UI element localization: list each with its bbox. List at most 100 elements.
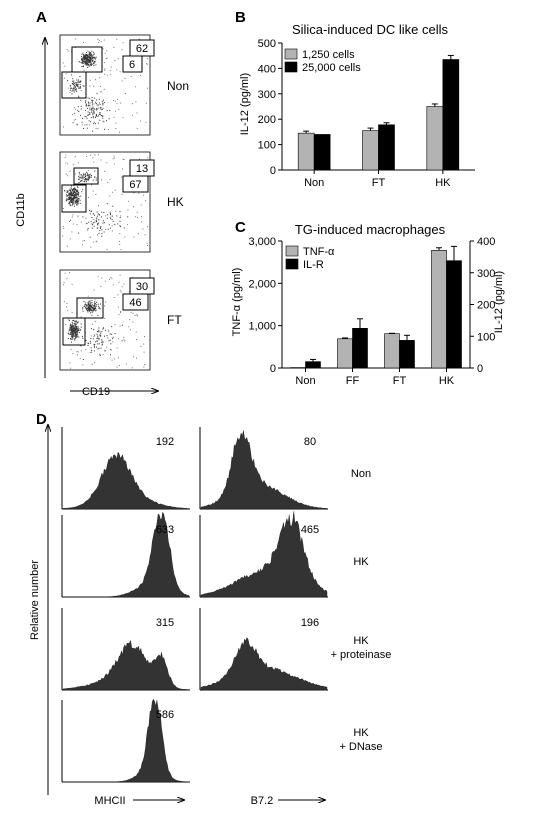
facs-dots <box>62 38 149 133</box>
legend-swatch <box>284 48 298 60</box>
condition-label-line: HK <box>353 635 369 647</box>
bar <box>431 250 447 369</box>
x-tick-label: FF <box>346 375 360 387</box>
condition-label: HK <box>353 556 369 568</box>
legend-label: TNF-α <box>303 246 335 258</box>
gate-upper <box>73 167 99 185</box>
y2-tick-label: 0 <box>477 363 483 375</box>
bar <box>399 340 415 369</box>
panel-a: A CD11b CD19 62 6 Non 13 67 HK <box>15 9 189 398</box>
condition-label: Non <box>167 79 189 93</box>
mfi-value: 586 <box>156 709 174 721</box>
condition-label: HK + DNase <box>339 727 382 753</box>
legend-label: 1,250 cells <box>302 49 355 61</box>
histogram-grid: 192 80 Non 633 465 HK 315 196 HK + proteinase 586 H… <box>61 427 392 783</box>
y-tick-label: 400 <box>258 63 276 75</box>
gate-upper <box>76 297 104 319</box>
legend-swatch <box>285 258 299 270</box>
gate-lower-value-box <box>122 55 143 73</box>
condition-label-line: + proteinase <box>331 649 392 661</box>
y2-tick-label: 400 <box>477 236 495 248</box>
x-tick-label: HK <box>439 375 455 387</box>
gate-upper-value: 30 <box>136 281 148 293</box>
facs-dots <box>62 154 149 250</box>
gate-lower-value: 6 <box>129 59 135 71</box>
y2-tick-label: 100 <box>477 331 495 343</box>
panel-d-label: D <box>36 411 47 428</box>
x-tick-label: Non <box>295 375 315 387</box>
x-tick-label: FT <box>372 177 386 189</box>
b72-histogram: 80 <box>199 427 328 510</box>
bar <box>378 124 395 171</box>
mhcii-histogram: 315 <box>61 608 190 691</box>
bar <box>362 130 379 171</box>
bar <box>384 333 400 369</box>
legend-swatch <box>285 245 299 257</box>
chart-c-ylabel: TNF-α (pg/ml) <box>231 268 243 337</box>
y-tick-label: 0 <box>270 363 276 375</box>
bar <box>337 338 353 369</box>
facs-plot-non: 62 6 Non <box>59 34 189 136</box>
condition-label-line: HK <box>353 727 369 739</box>
chart-b-plot: 0 100 200 300 400 500 Non FT HK 1,250 cells25,000… <box>258 38 475 189</box>
histogram-curve <box>63 511 190 598</box>
panel-c-label: C <box>235 219 246 236</box>
gate-upper <box>71 46 103 73</box>
mfi-value: 465 <box>301 524 319 536</box>
condition-label-line: HK <box>353 556 369 568</box>
mfi-value: 315 <box>156 617 174 629</box>
mhcii-axis-label: MHCII <box>94 795 125 807</box>
gate-lower-value-box <box>122 293 149 311</box>
b72-histogram: 196 <box>199 608 328 691</box>
gate-lower <box>61 71 87 99</box>
mhcii-histogram: 633 <box>61 511 190 598</box>
legend-label: IL-R <box>303 259 324 271</box>
chart-b-title: Silica-induced DC like cells <box>292 22 449 37</box>
bar <box>297 132 315 171</box>
gate-upper-value: 13 <box>136 163 148 175</box>
y-tick-label: 0 <box>270 165 276 177</box>
mfi-value: 192 <box>156 436 174 448</box>
condition-label-line: Non <box>351 468 371 480</box>
condition-label-line: + DNase <box>339 741 382 753</box>
histogram-curve <box>62 451 190 510</box>
condition-label: FT <box>167 313 182 327</box>
chart-b-ylabel: IL-12 (pg/ml) <box>239 73 251 135</box>
y-tick-label: 2,000 <box>248 278 276 290</box>
gate-lower-value: 46 <box>129 297 141 309</box>
panel-b-label: B <box>235 9 246 26</box>
x-tick-label: Non <box>304 177 324 189</box>
y-tick-label: 1,000 <box>248 321 276 333</box>
facs-plot-ft: 30 46 FT <box>59 269 182 371</box>
chart-c-plot: 0 1,000 2,000 3,000 0 100 200 300 400 Non FF FT HK TN… <box>248 236 495 387</box>
b72-histogram: 465 <box>199 511 328 598</box>
bar <box>313 134 331 171</box>
y-tick-label: 3,000 <box>248 236 276 248</box>
y-tick-label: 100 <box>258 140 276 152</box>
legend-label: 25,000 cells <box>302 62 361 74</box>
y-tick-label: 300 <box>258 89 276 101</box>
y-tick-label: 500 <box>258 38 276 50</box>
chart-c-y2label: IL-12 (pg/ml) <box>493 271 505 333</box>
bar <box>426 106 444 171</box>
y2-tick-label: 200 <box>477 300 495 312</box>
histogram-curve <box>200 430 328 510</box>
condition-label: HK + proteinase <box>331 635 392 661</box>
histogram-row: 633 465 HK <box>61 511 369 598</box>
panel-d: D Relative number MHCII B7.2 192 80 Non 633… <box>29 411 391 807</box>
panel-a-ylabel: CD11b <box>15 193 27 226</box>
gate-lower <box>61 184 87 213</box>
mhcii-histogram: 586 <box>61 698 190 783</box>
histogram-row: 192 80 Non <box>61 427 371 510</box>
mfi-value: 633 <box>156 524 174 536</box>
condition-label: Non <box>351 468 371 480</box>
mfi-value: 80 <box>304 436 316 448</box>
facs-frame <box>59 151 151 253</box>
x-tick-label: HK <box>435 177 451 189</box>
bar <box>290 367 306 369</box>
histogram-curve <box>200 511 328 598</box>
facs-frame <box>59 34 151 136</box>
facs-frame <box>59 269 151 371</box>
bar <box>442 59 460 171</box>
